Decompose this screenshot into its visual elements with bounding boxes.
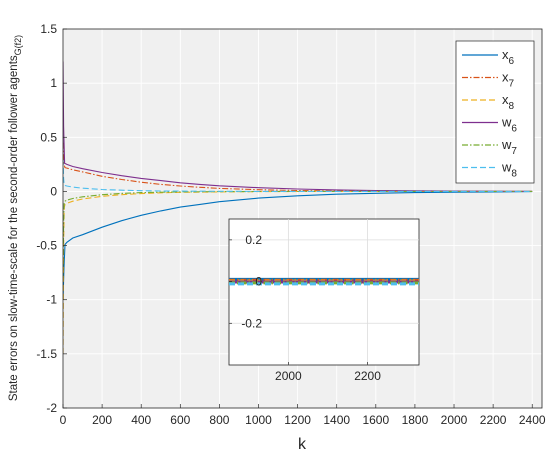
y-axis-label-subscript: G(f2)	[13, 35, 23, 56]
legend-label-subscript: 7	[509, 79, 515, 90]
main-y-tick-label: 0	[50, 184, 57, 198]
main-x-tick-label: 1400	[323, 413, 350, 427]
legend-label: w8	[501, 160, 517, 180]
legend-label-subscript: 8	[511, 169, 517, 180]
legend-label-name: w	[501, 115, 512, 130]
series-line-w6	[63, 61, 533, 192]
main-series-lines	[63, 61, 533, 354]
main-ticks: 0 200 400 600 800 1000 1200 1400 1600 1800 2000 220…	[36, 22, 546, 427]
main-y-tick-label: -0.5	[36, 239, 57, 253]
main-y-tick-label: -1.5	[36, 347, 57, 361]
main-x-tick-label: 2400	[519, 413, 546, 427]
inset-y-tick-label: 0.2	[245, 233, 262, 247]
y-axis-label-main: State errors on slow-time-scale for the …	[8, 55, 20, 401]
main-x-tick-label: 1600	[362, 413, 389, 427]
series-line-x6	[63, 191, 533, 300]
legend-label-subscript: 8	[509, 101, 515, 112]
legend-label-subscript: 7	[511, 146, 517, 157]
y-axis-label: State errors on slow-time-scale for the …	[8, 35, 23, 401]
main-x-tick-label: 2000	[441, 413, 468, 427]
main-y-tick-label: 1.5	[40, 22, 57, 36]
inset-x-tick-label: 2200	[354, 369, 381, 383]
legend-label: w7	[501, 137, 517, 157]
legend-box	[455, 40, 535, 184]
legend-label: x6	[502, 47, 515, 67]
inset-y-tick-label: 0	[255, 275, 262, 289]
main-y-tick-label: -1	[46, 293, 57, 307]
legend-label-name: x	[502, 92, 509, 107]
legend-label: w6	[501, 115, 517, 135]
main-x-tick-label: 200	[92, 413, 112, 427]
legend-label: x7	[502, 70, 515, 90]
legend-label: x8	[502, 92, 515, 112]
inset-x-tick-label: 2000	[275, 369, 302, 383]
main-x-tick-label: 600	[170, 413, 190, 427]
main-y-tick-label: 0.5	[40, 130, 57, 144]
inset-series-lines	[229, 277, 419, 286]
inset-plot-area	[228, 218, 420, 366]
x-axis-label: k	[298, 436, 307, 453]
main-plot-frame	[62, 28, 543, 409]
inset-ticks: 2000 2200 -0.2 0 0.2	[229, 233, 381, 383]
legend-label-name: x	[502, 47, 509, 62]
main-x-tick-label: 0	[60, 413, 67, 427]
main-x-tick-label: 1800	[402, 413, 429, 427]
legend-label-name: x	[502, 70, 509, 85]
main-x-tick-label: 800	[209, 413, 229, 427]
main-y-tick-label: 1	[50, 76, 57, 90]
main-x-tick-label: 400	[131, 413, 151, 427]
main-x-tick-label: 2200	[480, 413, 507, 427]
series-line-x7	[63, 142, 533, 192]
legend-label-subscript: 6	[509, 56, 515, 67]
main-y-tick-label: -2	[46, 401, 57, 415]
legend-label-name: w	[501, 137, 512, 152]
main-x-tick-label: 1200	[284, 413, 311, 427]
legend-label-name: w	[501, 160, 512, 175]
series-line-w8	[63, 158, 533, 192]
inset-y-tick-label: -0.2	[241, 316, 262, 330]
legend-label-subscript: 6	[511, 124, 517, 135]
main-x-tick-label: 1000	[245, 413, 272, 427]
